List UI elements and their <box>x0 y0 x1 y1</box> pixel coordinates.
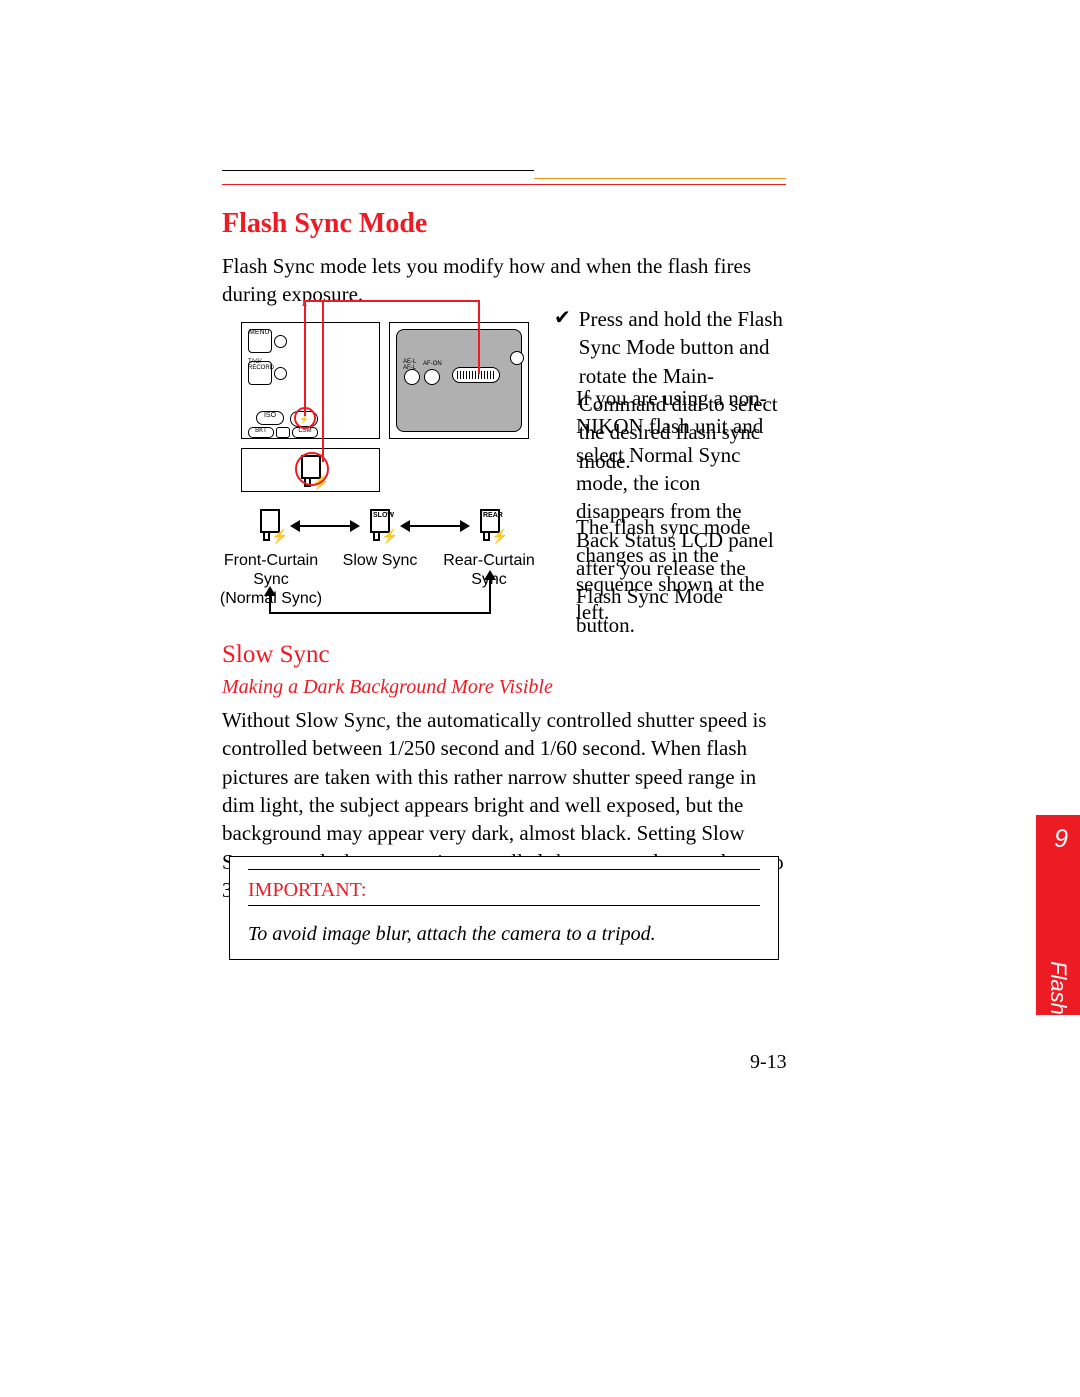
camera-ael-label: AE-L AF-L <box>403 359 416 371</box>
header-rule-orange <box>534 178 786 179</box>
header-rule-black <box>222 170 534 171</box>
slow-sync-heading: Slow Sync <box>222 641 330 669</box>
important-box: IMPORTANT: To avoid image blur, attach t… <box>229 856 779 960</box>
camera-tag-label: TAG/ RECORD <box>248 359 274 371</box>
callout-vline-lcd <box>322 300 324 462</box>
seq-icon-rear: ⚡ <box>477 509 503 541</box>
header-rule-red <box>222 184 786 185</box>
label-front-line1: Front-Curtain Sync <box>224 552 318 588</box>
side-tab-label: Flash <box>1045 961 1071 1015</box>
label-front: Front-Curtain Sync (Normal Sync) <box>219 551 323 609</box>
para3-text: The flash sync mode changes as in the se… <box>576 513 786 626</box>
seq-bottom-line <box>269 612 491 614</box>
important-text: To avoid image blur, attach the camera t… <box>248 923 760 946</box>
camera-grip: AE-L AF-L AF-ON <box>389 322 529 439</box>
page-title: Flash Sync Mode <box>222 208 427 240</box>
slow-sync-subheading: Making a Dark Background More Visible <box>222 676 553 699</box>
label-slow: Slow Sync <box>340 551 420 570</box>
camera-bkt-label: BKT <box>248 427 274 438</box>
important-label: IMPORTANT: <box>248 879 366 902</box>
side-tab: 9 Flash <box>1036 815 1080 1015</box>
important-rule-top <box>248 869 760 870</box>
callout-target-lcd <box>295 452 329 486</box>
seq-arrow-2 <box>410 525 460 527</box>
camera-iso-label: ISO <box>256 411 284 425</box>
side-tab-number: 9 <box>1054 825 1068 854</box>
callout-vline-left <box>304 300 306 416</box>
seq-icon-front: ⚡ <box>257 509 283 541</box>
seq-icon-slow: ⚡ <box>367 509 393 541</box>
checkmark-icon: ✔ <box>554 305 571 475</box>
seq-uarrow-right <box>489 580 491 614</box>
important-rule-mid <box>248 905 760 906</box>
page-number: 9-13 <box>750 1051 787 1074</box>
callout-vline-right <box>478 300 480 374</box>
camera-afon-label: AF-ON <box>423 361 442 367</box>
camera-menu-label: MENU <box>249 329 270 336</box>
callout-hline <box>304 300 478 302</box>
seq-arrow-1 <box>300 525 350 527</box>
callout-target-button <box>294 407 316 429</box>
page: { "header": { "rule_black_y": 170, "rule… <box>0 0 1080 1397</box>
